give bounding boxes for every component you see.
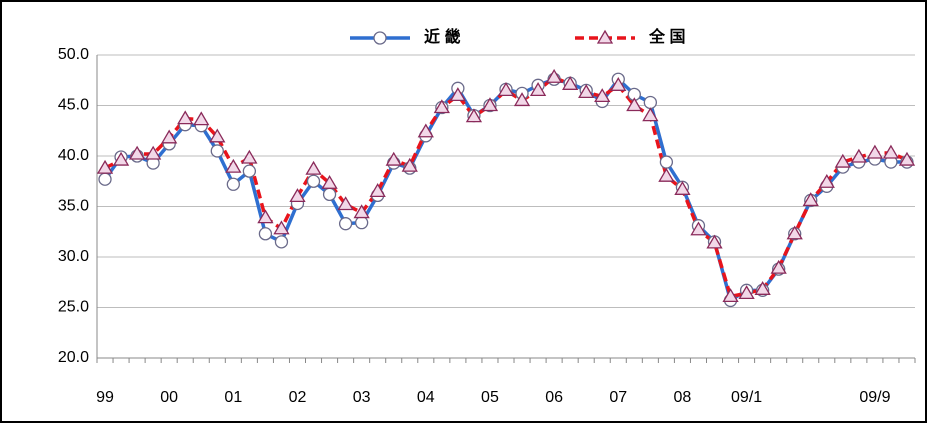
- marker: [786, 225, 803, 240]
- marker: [401, 157, 418, 172]
- y-tick-label: 45.0: [58, 97, 89, 114]
- marker: [658, 167, 675, 182]
- marker: [610, 77, 627, 91]
- marker: [834, 153, 851, 168]
- marker: [226, 177, 240, 191]
- marker: [898, 151, 916, 166]
- marker: [177, 110, 194, 125]
- x-tick-label: 09/9: [859, 389, 890, 406]
- marker: [642, 107, 659, 122]
- marker: [274, 235, 289, 249]
- marker: [373, 31, 387, 45]
- marker: [850, 148, 867, 163]
- marker: [369, 183, 386, 197]
- marker: [722, 288, 739, 303]
- marker: [209, 128, 226, 143]
- marker: [626, 97, 643, 112]
- y-tick-label: 50.0: [58, 46, 89, 63]
- y-tick-label: 30.0: [58, 248, 89, 265]
- marker: [562, 75, 579, 90]
- x-tick-label: 06: [545, 389, 563, 406]
- marker: [497, 82, 515, 96]
- x-tick-label: 99: [96, 389, 114, 406]
- marker: [659, 155, 674, 169]
- marker: [354, 216, 369, 230]
- x-tick-label: 05: [481, 389, 499, 406]
- marker: [513, 92, 531, 107]
- marker: [465, 108, 483, 123]
- marker: [529, 82, 547, 96]
- x-tick-label: 00: [160, 389, 178, 406]
- marker: [353, 204, 370, 219]
- y-tick-label: 25.0: [58, 299, 89, 316]
- marker: [738, 285, 755, 300]
- marker: [96, 159, 114, 174]
- legend-label: 全 国: [648, 27, 685, 46]
- marker: [112, 151, 130, 166]
- marker: [481, 97, 499, 112]
- marker: [258, 227, 273, 241]
- marker: [289, 188, 306, 203]
- marker: [433, 99, 450, 114]
- marker: [674, 181, 691, 195]
- x-tick-label: 04: [417, 389, 435, 406]
- marker: [321, 174, 338, 189]
- marker: [596, 29, 614, 44]
- x-tick-label: 01: [224, 389, 242, 406]
- y-tick-label: 20.0: [58, 349, 89, 366]
- marker: [594, 88, 611, 103]
- y-tick-label: 40.0: [58, 147, 89, 164]
- marker: [706, 234, 723, 249]
- marker: [322, 187, 337, 202]
- marker: [802, 192, 819, 207]
- marker: [306, 174, 321, 188]
- marker: [417, 123, 434, 138]
- marker: [257, 209, 274, 224]
- marker: [273, 220, 290, 235]
- x-tick-label: 03: [353, 389, 371, 406]
- marker: [241, 149, 258, 164]
- marker: [449, 87, 467, 102]
- x-tick-label: 07: [609, 389, 627, 406]
- y-tick-label: 35.0: [58, 198, 89, 215]
- marker: [545, 68, 563, 83]
- marker: [145, 145, 162, 160]
- marker: [338, 217, 353, 231]
- marker: [337, 196, 354, 211]
- marker: [305, 160, 322, 175]
- x-tick-label: 08: [674, 389, 692, 406]
- marker: [754, 281, 771, 295]
- marker: [128, 145, 146, 160]
- marker: [578, 84, 595, 99]
- marker: [161, 129, 178, 144]
- marker: [98, 172, 112, 186]
- legend-label: 近 畿: [424, 27, 460, 46]
- x-tick-label: 09/1: [731, 389, 762, 406]
- marker: [242, 164, 257, 178]
- marker: [690, 221, 707, 236]
- marker: [882, 144, 900, 159]
- marker: [643, 95, 658, 110]
- marker: [818, 173, 835, 188]
- marker: [770, 259, 787, 274]
- marker: [385, 151, 402, 166]
- marker: [210, 144, 224, 158]
- marker: [193, 111, 210, 126]
- series-line: [104, 75, 908, 299]
- x-tick-label: 02: [289, 389, 307, 406]
- marker: [866, 144, 884, 159]
- marker: [225, 158, 242, 173]
